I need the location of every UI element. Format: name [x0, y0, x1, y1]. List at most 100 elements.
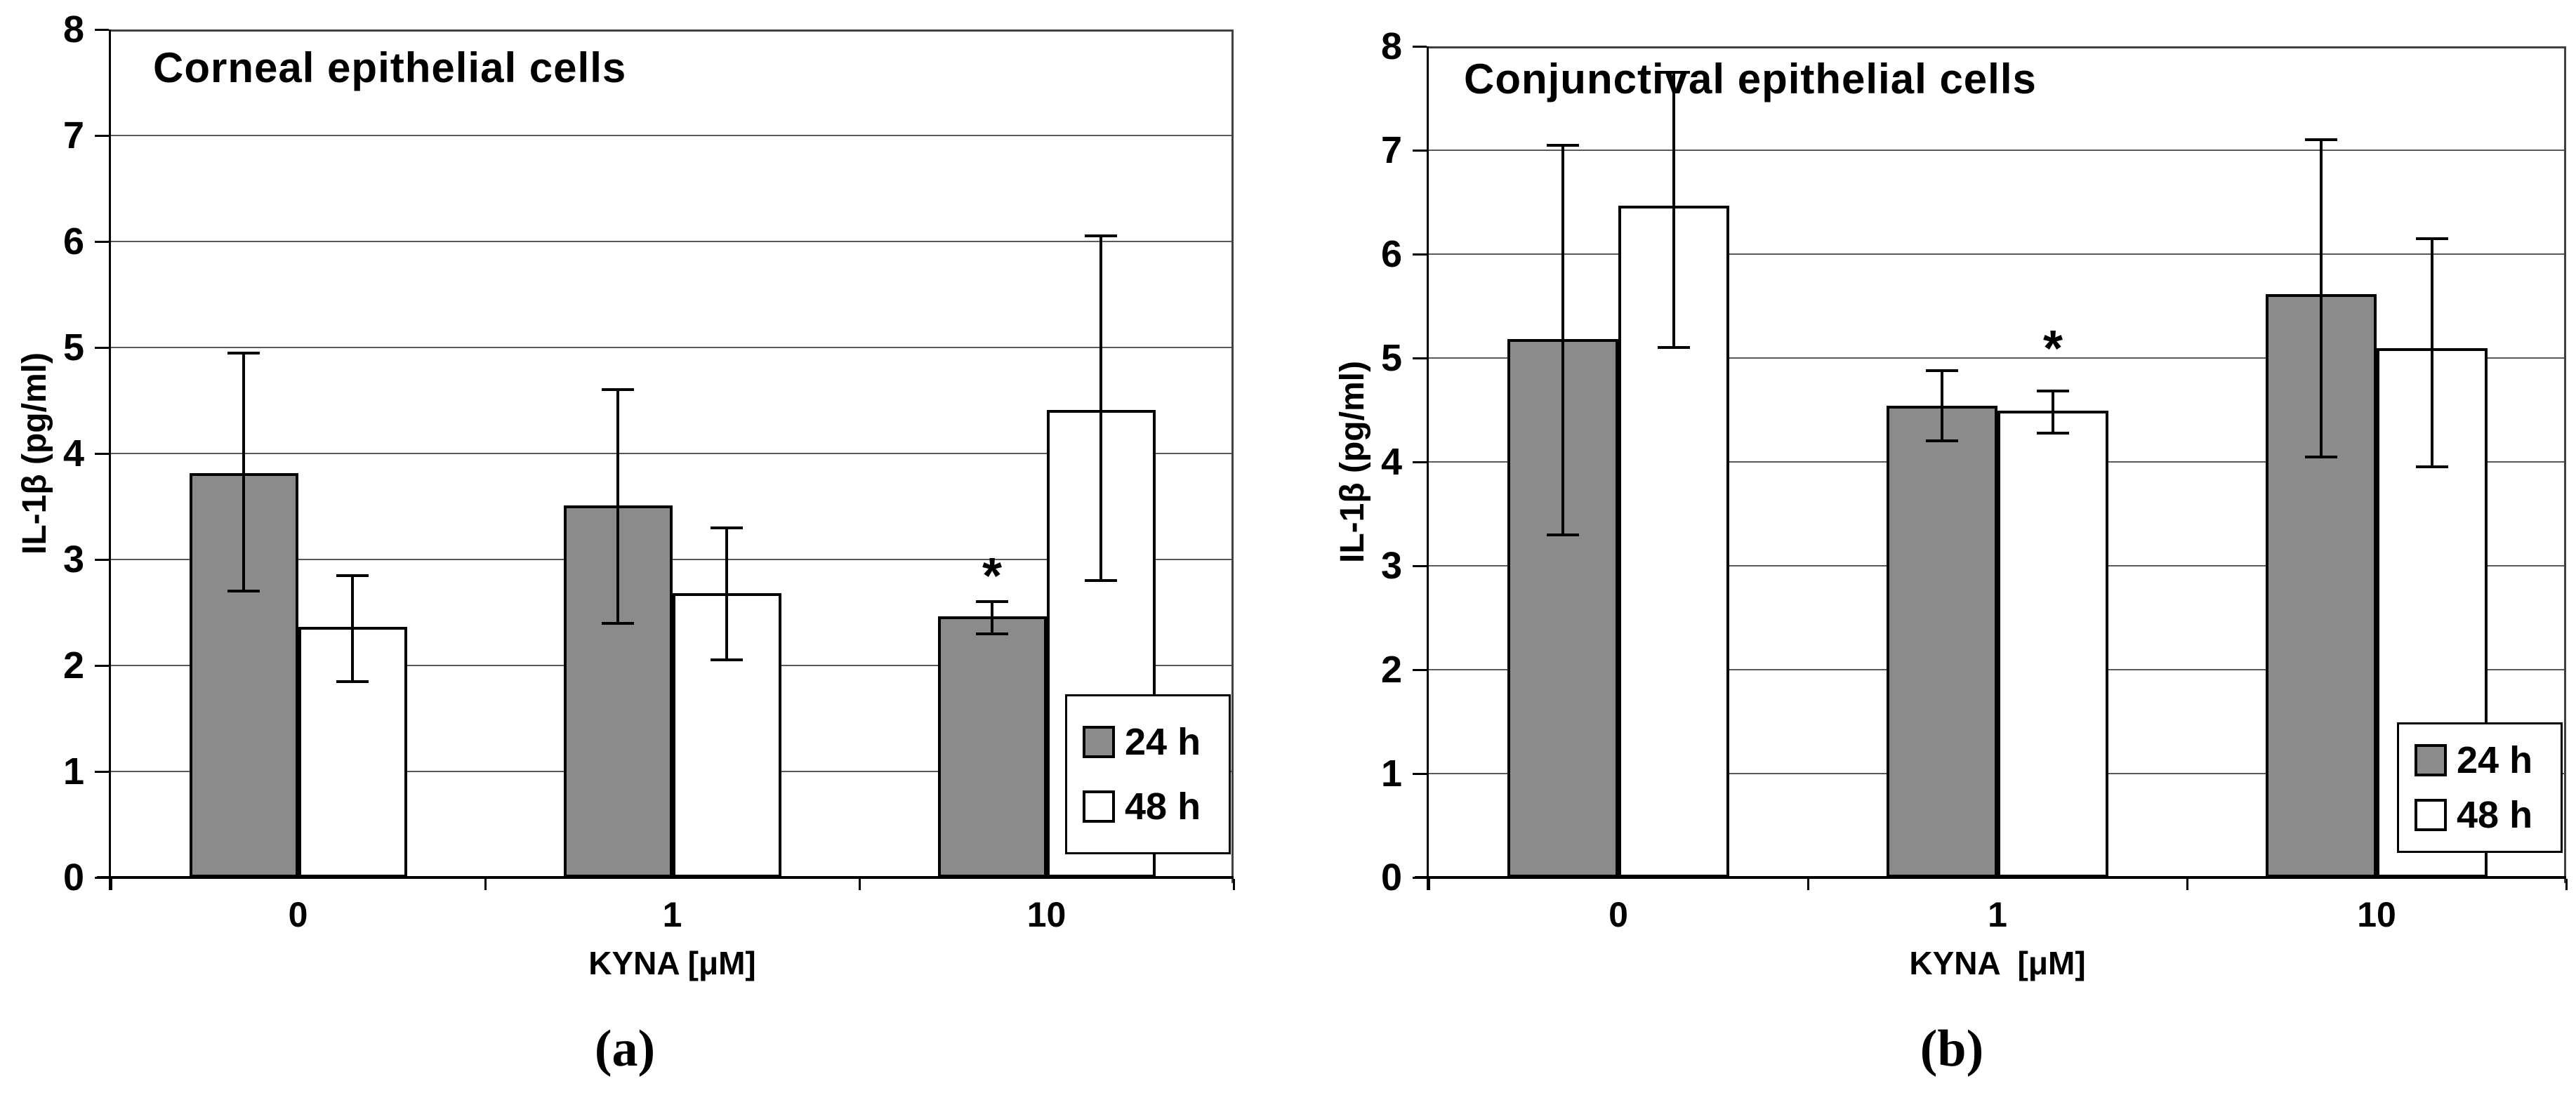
error-bar	[351, 575, 354, 682]
significance-asterisk: *	[982, 548, 1003, 605]
legend-marker	[2415, 744, 2447, 776]
plot-border-top	[111, 29, 1234, 32]
error-bar	[2431, 238, 2433, 468]
y-tick-label: 0	[1380, 856, 1402, 899]
x-tick-label: 1	[1988, 895, 2007, 934]
error-bar-cap	[2037, 431, 2069, 435]
legend-item: 24 h	[2415, 741, 2561, 779]
bar-48h	[672, 592, 781, 877]
error-bar	[242, 352, 245, 592]
chart-title: Conjunctival epithelial cells	[1464, 55, 2037, 102]
error-bar-cap	[1658, 346, 1690, 350]
legend-item: 24 h	[1083, 723, 1229, 761]
error-bar	[2320, 140, 2323, 457]
x-axis	[97, 876, 1234, 879]
y-axis-tick	[1413, 668, 1427, 671]
gridline	[1429, 150, 2566, 151]
gridline	[111, 453, 1234, 454]
x-axis-title: KYNA [μM]	[1909, 945, 2086, 981]
legend: 24 h 48 h	[2397, 722, 2563, 853]
error-bar-cap	[1926, 439, 1958, 443]
bar-24h	[1887, 405, 1997, 877]
y-axis	[109, 29, 111, 890]
y-axis-tick	[95, 558, 109, 561]
x-axis-tick	[110, 879, 112, 890]
y-tick-label: 0	[62, 856, 84, 899]
bar-48h	[1997, 410, 2108, 877]
error-bar-cap	[2305, 138, 2337, 142]
x-axis-tick	[2565, 879, 2568, 890]
y-axis-tick	[95, 664, 109, 667]
significance-asterisk: *	[2042, 320, 2063, 377]
error-bar-cap	[2416, 237, 2448, 240]
error-bar-cap	[2037, 390, 2069, 393]
y-axis-tick	[1413, 357, 1427, 359]
y-tick-label: 6	[62, 220, 84, 263]
y-axis-tick	[95, 452, 109, 455]
panel-label: (a)	[594, 1020, 656, 1078]
y-axis-tick	[1413, 253, 1427, 256]
y-tick-label: 7	[62, 114, 84, 157]
error-bar	[991, 602, 993, 634]
x-axis-tick	[858, 879, 861, 890]
x-axis-tick	[1806, 879, 1809, 890]
legend-label: 24 h	[1125, 721, 1201, 763]
error-bar-cap	[711, 658, 743, 662]
y-axis-tick	[95, 28, 109, 31]
y-axis-tick	[1413, 45, 1427, 48]
error-bar-cap	[1085, 579, 1117, 583]
plot-border-right	[1231, 29, 1234, 883]
panel-label: (b)	[1920, 1020, 1984, 1078]
error-bar-cap	[976, 632, 1008, 635]
x-axis	[1415, 876, 2566, 879]
x-tick-label: 10	[2357, 895, 2396, 934]
x-axis-tick	[2186, 879, 2188, 890]
error-bar	[1561, 145, 1564, 535]
y-tick-label: 2	[62, 644, 84, 687]
legend-marker	[1083, 726, 1115, 758]
legend-item: 48 h	[2415, 796, 2561, 834]
gridline	[111, 241, 1234, 242]
bar-24h	[937, 616, 1047, 877]
error-bar	[1941, 370, 1943, 442]
gridline	[111, 559, 1234, 560]
y-tick-label: 3	[62, 538, 84, 581]
y-tick-label: 6	[1380, 233, 1402, 275]
legend-item: 48 h	[1083, 788, 1229, 826]
y-axis-tick	[95, 346, 109, 349]
x-tick-label: 0	[288, 895, 308, 934]
gridline	[111, 135, 1234, 136]
y-tick-label: 3	[1380, 545, 1402, 587]
error-bar-cap	[227, 351, 260, 354]
gridline	[1429, 357, 2566, 359]
error-bar-cap	[2305, 455, 2337, 458]
y-axis-tick	[95, 876, 109, 879]
error-bar-cap	[227, 590, 260, 593]
y-axis-tick	[1413, 149, 1427, 152]
error-bar	[1672, 72, 1675, 348]
legend-label: 24 h	[2457, 739, 2533, 781]
error-bar	[616, 390, 619, 623]
error-bar-cap	[1085, 234, 1117, 238]
x-axis-title: KYNA [μM]	[588, 945, 756, 981]
y-axis	[1427, 46, 1429, 890]
x-axis-tick	[1427, 879, 1430, 890]
chart-title: Corneal epithelial cells	[153, 44, 627, 91]
error-bar-cap	[2416, 465, 2448, 469]
plot-border-top	[1429, 46, 2566, 48]
plot-area: Conjunctival epithelial cells 24 h 48 h 0…	[1381, 27, 2568, 932]
y-axis-tick	[95, 770, 109, 773]
plot-border-right	[2564, 46, 2566, 883]
y-tick-label: 4	[62, 432, 84, 475]
error-bar-cap	[602, 621, 634, 625]
y-tick-label: 1	[1380, 753, 1402, 795]
y-tick-label: 5	[62, 326, 84, 369]
y-axis-tick	[95, 240, 109, 243]
x-tick-label: 10	[1026, 895, 1066, 934]
y-axis-tick	[95, 134, 109, 137]
error-bar-cap	[336, 680, 369, 683]
y-axis-tick	[1413, 564, 1427, 567]
error-bar	[1099, 236, 1102, 581]
